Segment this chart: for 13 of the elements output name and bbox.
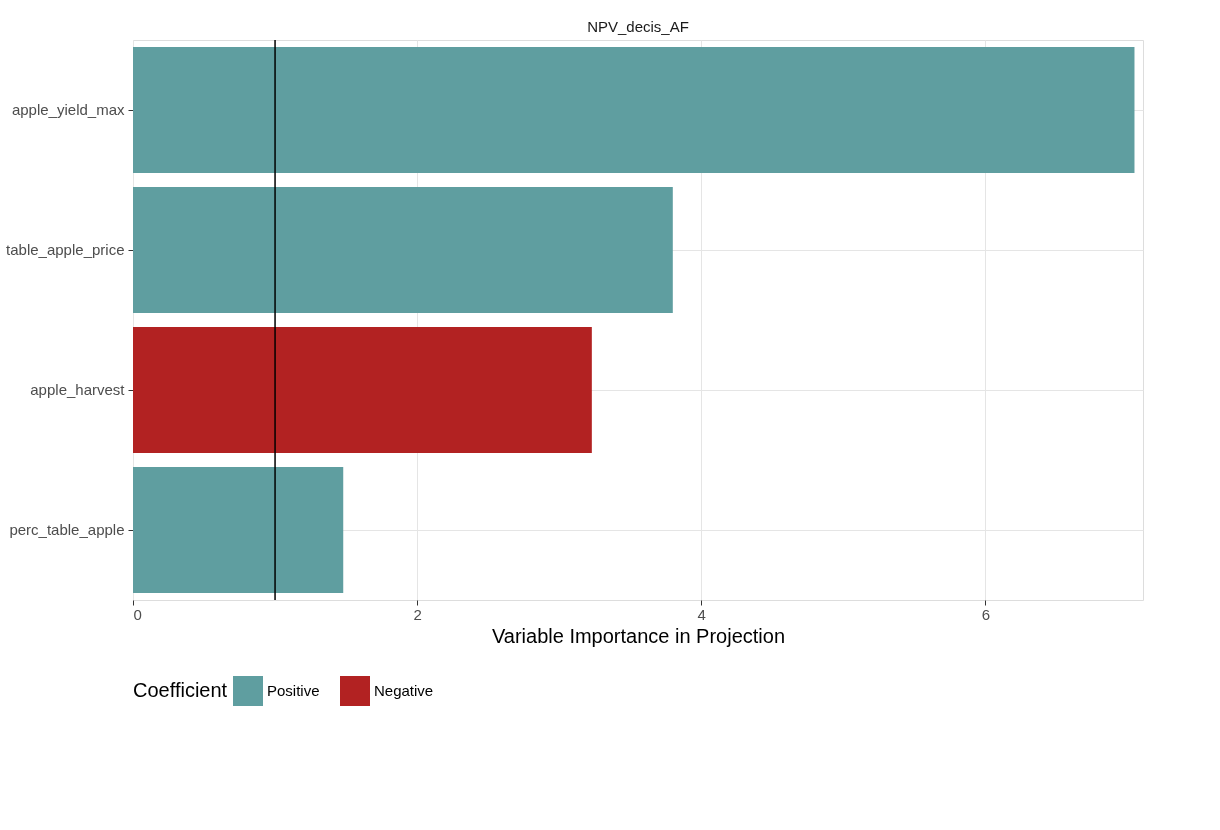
- legend-title: Coefficient: [133, 679, 228, 701]
- chart-title: NPV_decis_AF: [587, 18, 689, 36]
- y-tick-label: apple_yield_max: [11, 101, 125, 118]
- y-tick-label: perc_table_apple: [9, 521, 125, 538]
- x-tick-label: 2: [413, 605, 422, 623]
- legend-label: Negative: [374, 682, 434, 699]
- x-tick-label: 6: [981, 605, 990, 623]
- y-tick-label: table_apple_price: [6, 241, 125, 258]
- x-tick-label: 0: [133, 605, 142, 623]
- x-tick-label: 4: [697, 605, 706, 623]
- x-axis-title: Variable Importance in Projection: [491, 624, 786, 647]
- legend-label: Positive: [267, 682, 320, 699]
- y-tick-label: apple_harvest: [30, 381, 126, 398]
